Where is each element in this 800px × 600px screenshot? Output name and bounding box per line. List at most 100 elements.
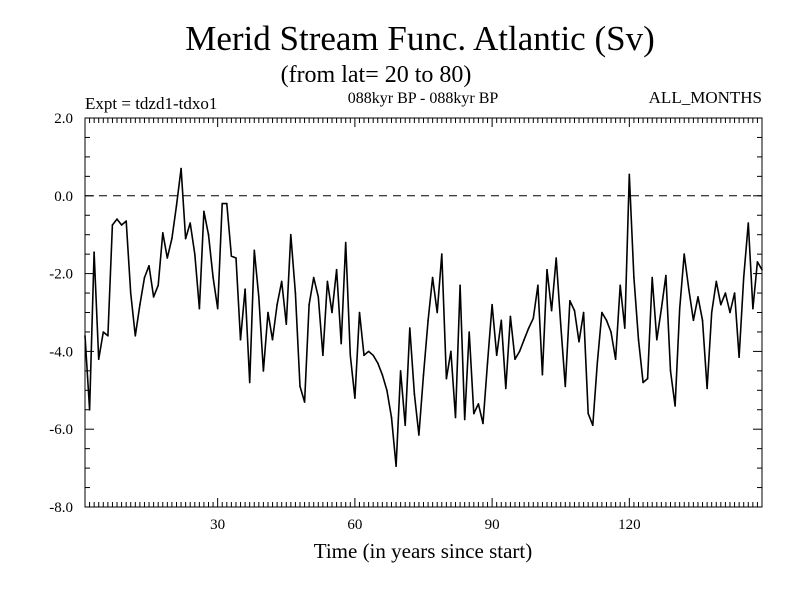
data-point xyxy=(427,319,429,322)
y-tick-label: -2.0 xyxy=(49,267,73,283)
data-point xyxy=(559,323,562,326)
data-point xyxy=(509,315,512,318)
data-point xyxy=(564,385,567,388)
data-point xyxy=(514,358,516,361)
data-point xyxy=(413,393,416,396)
data-point xyxy=(207,233,210,236)
data-point xyxy=(555,257,557,259)
data-point xyxy=(605,319,608,322)
data-point xyxy=(235,257,237,259)
data-point xyxy=(216,307,219,310)
data-point xyxy=(701,319,704,322)
data-point xyxy=(226,202,228,205)
annotation-left: Expt = tdzd1-tdxo1 xyxy=(85,94,217,113)
y-tick-label: 2.0 xyxy=(54,111,73,127)
data-point xyxy=(88,409,91,411)
data-point xyxy=(660,307,663,310)
data-point xyxy=(125,220,127,222)
data-point xyxy=(495,354,498,357)
data-point xyxy=(486,362,489,364)
data-point xyxy=(97,358,100,361)
data-point xyxy=(102,331,105,333)
data-point xyxy=(683,253,685,255)
data-point xyxy=(377,362,379,364)
data-point xyxy=(326,280,329,283)
data-point xyxy=(271,338,274,341)
data-point xyxy=(331,311,333,314)
y-tick-label: -8.0 xyxy=(49,500,73,516)
data-point xyxy=(129,292,132,294)
data-point xyxy=(248,381,251,384)
data-point xyxy=(409,327,411,329)
data-point xyxy=(729,311,731,314)
data-point xyxy=(363,354,365,357)
data-point xyxy=(733,292,736,294)
chart-subtitle: (from lat= 20 to 80) xyxy=(281,62,472,88)
data-points xyxy=(84,167,763,468)
data-point xyxy=(445,377,448,380)
data-point xyxy=(285,323,288,326)
axis-tick-labels: 30 60 90 120 2.0 0.0 -2.0 -4.0 -6.0 -8.0 xyxy=(49,111,640,533)
data-point xyxy=(692,319,695,322)
data-point xyxy=(395,465,397,468)
data-point xyxy=(532,317,535,320)
data-point xyxy=(354,397,356,399)
data-point xyxy=(189,222,191,224)
data-point xyxy=(441,253,443,255)
data-point xyxy=(578,340,580,343)
data-point xyxy=(527,327,530,329)
y-tick-label: -6.0 xyxy=(49,422,73,438)
data-point xyxy=(633,276,635,279)
data-point xyxy=(120,224,123,226)
data-point xyxy=(505,387,507,390)
data-point xyxy=(258,296,260,298)
data-point xyxy=(610,331,612,333)
data-point xyxy=(212,276,214,279)
x-tick-label: 60 xyxy=(347,517,362,533)
axis-ticks xyxy=(84,117,763,508)
data-point xyxy=(358,311,361,314)
data-point xyxy=(669,370,672,372)
x-axis-label: Time (in years since start) xyxy=(314,539,533,563)
data-point xyxy=(541,373,544,376)
data-point xyxy=(344,241,347,244)
data-point xyxy=(678,307,681,310)
chart-title: Merid Stream Func. Atlantic (Sv) xyxy=(185,19,655,58)
data-point xyxy=(267,311,269,314)
data-point xyxy=(592,424,594,427)
data-point xyxy=(651,276,653,279)
data-point xyxy=(244,288,246,291)
data-point xyxy=(697,296,699,298)
data-point xyxy=(518,350,521,353)
data-point xyxy=(742,276,745,279)
data-point xyxy=(322,354,324,357)
data-point xyxy=(184,237,187,240)
data-series-line xyxy=(84,167,763,468)
data-point xyxy=(386,389,388,392)
data-point xyxy=(175,204,178,207)
data-point xyxy=(152,296,155,298)
data-point xyxy=(166,257,169,259)
x-tick-label: 120 xyxy=(618,517,641,533)
data-point xyxy=(665,274,667,277)
data-point xyxy=(422,373,425,376)
data-point xyxy=(230,255,233,257)
data-point xyxy=(724,292,727,294)
y-tick-label: -4.0 xyxy=(49,344,73,360)
data-point xyxy=(436,311,439,314)
data-point xyxy=(582,311,585,314)
data-point xyxy=(628,173,631,176)
data-point xyxy=(253,249,256,252)
data-point xyxy=(569,300,571,302)
data-point xyxy=(642,381,644,384)
data-point xyxy=(587,412,589,415)
data-point xyxy=(299,385,301,388)
data-point xyxy=(198,307,201,310)
data-point xyxy=(752,307,754,310)
data-point xyxy=(180,167,182,170)
data-point xyxy=(349,354,352,357)
data-point xyxy=(720,303,722,306)
data-point xyxy=(688,288,690,291)
data-point xyxy=(614,358,617,361)
annotation-right: ALL_MONTHS xyxy=(649,88,762,107)
